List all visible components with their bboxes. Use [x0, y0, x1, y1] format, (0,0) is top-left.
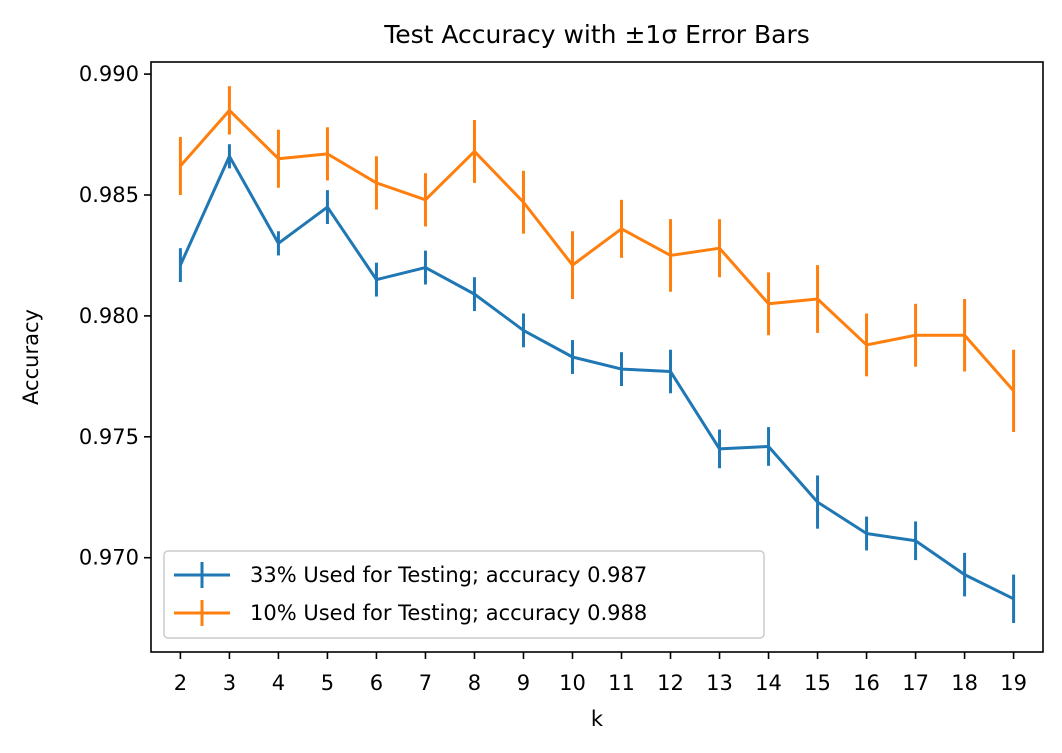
y-tick-label: 0.975	[79, 425, 139, 449]
y-tick-label: 0.980	[79, 304, 139, 328]
chart-title: Test Accuracy with ±1σ Error Bars	[383, 20, 810, 49]
x-tick-label: 12	[657, 671, 684, 695]
x-tick-label: 19	[1000, 671, 1027, 695]
x-tick-label: 4	[272, 671, 285, 695]
legend-label-10pct: 10% Used for Testing; accuracy 0.988	[250, 601, 647, 625]
legend-entry-33pct: 33% Used for Testing; accuracy 0.987	[174, 562, 647, 588]
x-tick-label: 14	[755, 671, 782, 695]
x-tick-label: 5	[321, 671, 334, 695]
legend-entry-10pct: 10% Used for Testing; accuracy 0.988	[174, 600, 647, 626]
x-tick-label: 16	[853, 671, 880, 695]
series-line	[179, 108, 1015, 392]
x-axis-title: k	[591, 707, 604, 731]
axes-frame	[150, 61, 1044, 653]
series-1	[178, 86, 1016, 432]
x-tick-label: 7	[419, 671, 432, 695]
y-tick-label: 0.990	[79, 62, 139, 86]
y-tick-label: 0.985	[79, 183, 139, 207]
x-tick-label: 3	[223, 671, 236, 695]
legend-label-33pct: 33% Used for Testing; accuracy 0.987	[250, 563, 647, 587]
plot-area	[178, 86, 1016, 623]
legend: 33% Used for Testing; accuracy 0.987 10%…	[163, 550, 765, 639]
x-tick-label: 2	[174, 671, 187, 695]
y-axis-title: Accuracy	[19, 309, 43, 405]
x-tick-label: 18	[951, 671, 978, 695]
x-tick-label: 17	[902, 671, 929, 695]
x-tick-label: 6	[370, 671, 383, 695]
legend-box	[163, 550, 765, 639]
x-axis: 2 3 4 5 6 7 8 9 10 11 12 13 14 15 16 17 18 19	[174, 652, 1027, 695]
x-tick-label: 8	[468, 671, 481, 695]
y-tick-label: 0.970	[79, 546, 139, 570]
series-0	[178, 144, 1016, 623]
x-tick-label: 13	[706, 671, 733, 695]
x-tick-label: 9	[517, 671, 530, 695]
series-line	[179, 154, 1015, 601]
x-tick-label: 15	[804, 671, 831, 695]
x-tick-label: 10	[559, 671, 586, 695]
y-axis: 0.970 0.975 0.980 0.985 0.990	[79, 62, 151, 570]
x-tick-label: 11	[608, 671, 635, 695]
